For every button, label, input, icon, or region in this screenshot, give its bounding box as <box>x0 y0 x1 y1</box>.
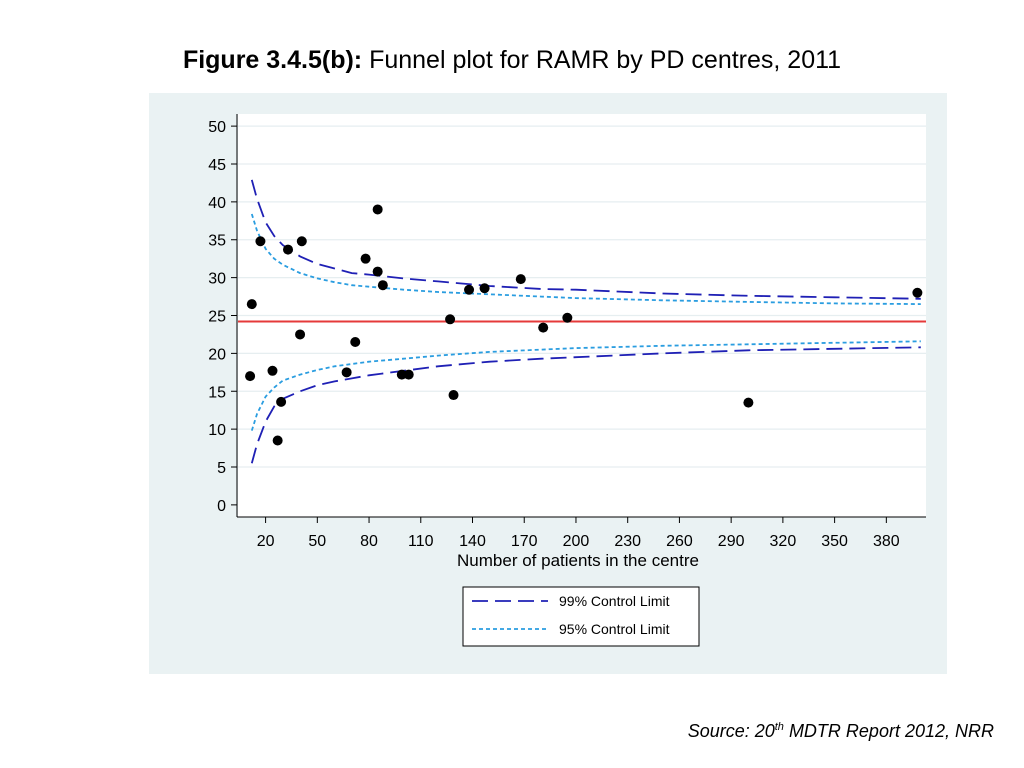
data-point <box>562 312 573 323</box>
y-tick-label: 0 <box>217 498 226 515</box>
y-tick-label: 35 <box>208 233 226 250</box>
x-tick-label: 350 <box>821 533 848 550</box>
data-point <box>246 299 257 310</box>
data-points <box>245 204 923 446</box>
x-axis-label: Number of patients in the centre <box>457 551 699 570</box>
data-point <box>464 284 475 295</box>
data-point <box>245 371 256 382</box>
data-point <box>296 236 307 247</box>
data-point <box>912 287 923 298</box>
title-prefix: Figure 3.4.5(b): <box>182 46 363 74</box>
x-tick-label: 290 <box>718 533 745 550</box>
control-limit-lower-0 <box>250 346 921 464</box>
legend-box <box>462 586 700 647</box>
y-tick-label: 25 <box>208 309 226 326</box>
data-point <box>267 365 278 376</box>
source-note: Source: 20th MDTR Report 2012, NRR <box>688 721 994 742</box>
data-point <box>350 337 361 348</box>
data-point <box>396 369 407 380</box>
data-point <box>538 322 549 333</box>
data-point <box>272 435 283 446</box>
x-tick-label: 380 <box>873 533 900 550</box>
x-tick-label: 200 <box>563 533 590 550</box>
data-point <box>276 396 287 407</box>
data-point <box>255 236 266 247</box>
data-point <box>295 329 306 340</box>
data-point <box>448 390 459 401</box>
data-point <box>360 253 371 264</box>
page-title: Figure 3.4.5(b): Funnel plot for RAMR by… <box>0 46 1024 75</box>
data-point <box>515 274 526 285</box>
legend: 99% Control Limit 95% Control Limit <box>462 586 700 647</box>
source-sup: th <box>774 721 784 733</box>
y-tick-label: 5 <box>217 460 226 477</box>
x-tick-label: 170 <box>511 533 538 550</box>
legend-label-95: 95% Control Limit <box>559 621 670 637</box>
y-tick-label: 20 <box>208 346 226 363</box>
legend-label-99: 99% Control Limit <box>559 593 670 609</box>
data-point <box>479 283 490 294</box>
y-tick-label: 10 <box>208 422 226 439</box>
control-limit-upper-1 <box>250 213 921 305</box>
x-tick-label: 80 <box>360 533 378 550</box>
data-point <box>283 244 294 255</box>
data-point <box>377 280 388 291</box>
grid-lines <box>238 125 926 468</box>
x-tick-label: 20 <box>257 533 275 550</box>
x-tick-label: 140 <box>459 533 486 550</box>
x-tick-label: 110 <box>408 533 434 550</box>
y-tick-label: 45 <box>208 157 226 174</box>
x-tick-label: 230 <box>614 533 641 550</box>
y-tick-label: 50 <box>208 119 226 136</box>
data-point <box>445 314 456 325</box>
y-tick-label: 15 <box>208 384 226 401</box>
x-tick-label: 320 <box>770 533 797 550</box>
title-text: Funnel plot for RAMR by PD centres, 2011 <box>362 46 842 74</box>
data-point <box>743 397 754 408</box>
control-limit-lines <box>250 179 921 464</box>
control-limit-lower-1 <box>250 340 921 431</box>
y-tick-label: 40 <box>208 195 226 212</box>
source-post: MDTR Report 2012, NRR <box>783 721 994 741</box>
data-point <box>372 266 383 277</box>
x-tick-label: 260 <box>666 533 693 550</box>
data-point <box>372 204 383 215</box>
data-point <box>341 367 352 378</box>
source-pre: Source: 20 <box>687 721 775 741</box>
data-point <box>403 369 414 380</box>
control-limit-upper-0 <box>250 179 921 300</box>
x-tick-label: 50 <box>308 533 326 550</box>
tick-labels: 0 5 10 15 20 25 30 35 40 45 50 20 50 80 110 140 170 200 23… <box>208 119 900 550</box>
y-tick-label: 30 <box>208 271 226 288</box>
